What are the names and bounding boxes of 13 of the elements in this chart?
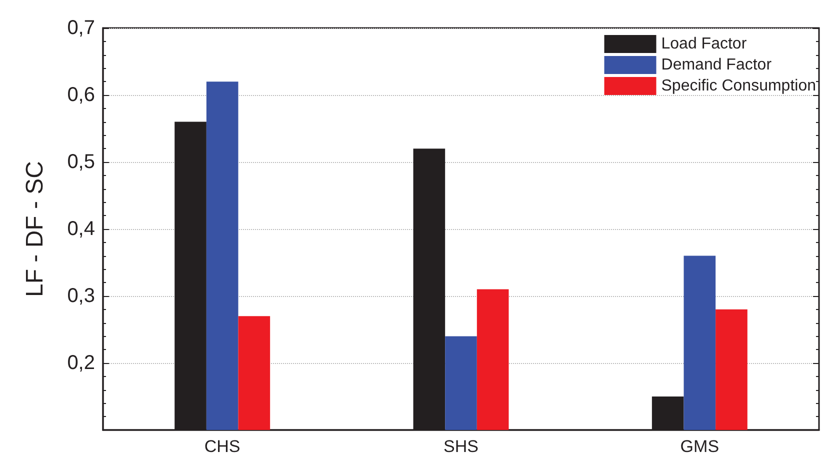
y-tick-label: 0,5 bbox=[67, 151, 95, 173]
y-tick-label: 0,7 bbox=[67, 17, 95, 39]
x-tick-label: CHS bbox=[204, 437, 240, 456]
y-tick-label: 0,4 bbox=[67, 218, 95, 240]
y-axis-title: LF - DF - SC bbox=[22, 161, 48, 297]
y-tick-label: 0,6 bbox=[67, 84, 95, 106]
y-tick-label: 0,2 bbox=[67, 352, 95, 374]
legend-label: Load Factor bbox=[661, 36, 748, 52]
x-tick-label: GMS bbox=[680, 437, 720, 456]
x-tick-label: SHS bbox=[444, 437, 478, 456]
y-tick-label: 0,3 bbox=[67, 285, 95, 307]
legend-label: Demand Factor bbox=[661, 56, 772, 74]
legend-label: Specific Consumption bbox=[661, 78, 816, 94]
